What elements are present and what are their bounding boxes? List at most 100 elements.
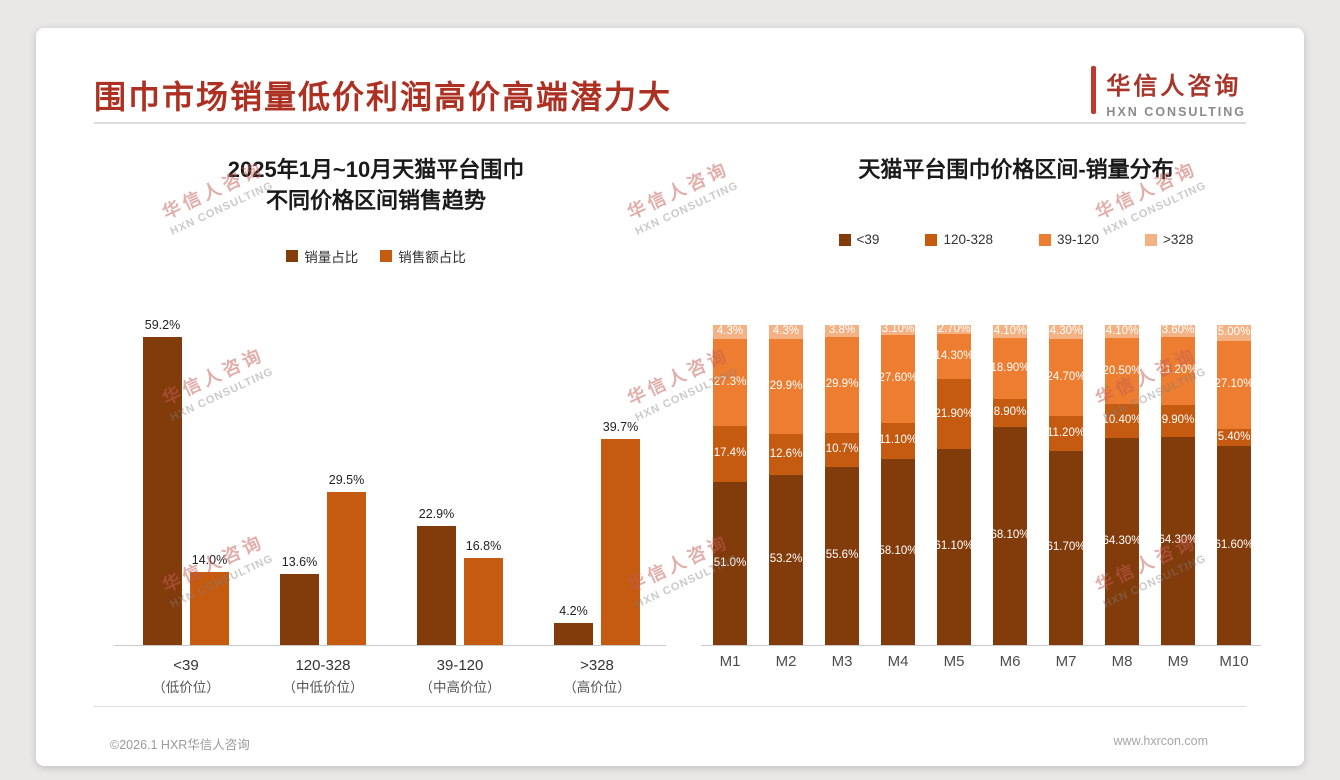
bar-value-label: 22.9% — [418, 507, 455, 521]
legend-swatch — [286, 250, 299, 262]
legend-item: >328 — [1145, 232, 1193, 247]
stacked-bar-M5: 61.10% 21.90% 14.30% 2.70% — [934, 323, 974, 645]
bar-销量占比-<39 — [143, 337, 182, 645]
category-label: >328 （高价位） — [517, 655, 677, 698]
page-title: 围巾市场销量低价利润高价高端潜力大 — [94, 79, 673, 115]
bar-segment-120-328: 21.90% — [934, 379, 974, 450]
segment-value-label: 51.0% — [713, 556, 747, 569]
segment-value-label: 4.30% — [1049, 325, 1083, 338]
legend-swatch — [838, 233, 851, 246]
logo-text-block: 华信人咨询 HXN CONSULTING — [1106, 66, 1246, 119]
legend-swatch — [380, 250, 393, 262]
bar-segment-39-120: 24.70% — [1046, 338, 1086, 417]
segment-value-label: 29.9% — [769, 379, 803, 392]
bar-segment-39-120: 27.60% — [878, 334, 918, 424]
segment-value-label: 21.90% — [934, 407, 974, 420]
bar-value-label: 16.8% — [465, 539, 502, 553]
category-label-tier: （中低价位） — [282, 679, 364, 695]
bar-segment-<39: 61.10% — [935, 449, 974, 645]
category-label-tier: （中高价位） — [419, 679, 501, 695]
bar-segment-39-120: 20.50% — [1102, 338, 1142, 405]
bar-segment-<39: 61.60% — [1215, 446, 1254, 645]
segment-value-label: 8.90% — [993, 406, 1027, 419]
bar-value-label: 14.0% — [191, 553, 228, 567]
x-axis-label-M9: M9 — [1167, 653, 1189, 670]
bar-segment-120-328: 12.6% — [769, 434, 803, 475]
bar-segment->328: 3.10% — [881, 323, 915, 336]
legend-swatch — [1038, 233, 1051, 246]
bar-segment-120-328: 11.20% — [1046, 416, 1086, 452]
bar-segment->328: 4.10% — [993, 324, 1027, 339]
segment-value-label: 20.50% — [1102, 364, 1142, 377]
bar-segment-<39: 53.2% — [769, 474, 803, 645]
legend-item: 销量占比 — [286, 246, 358, 266]
category-label: <39 （低价位） — [106, 655, 266, 698]
legend-item: 39-120 — [1038, 232, 1099, 247]
stacked-bar-M1: 51.0% 17.4% 27.3% 4.3% — [713, 325, 747, 645]
bar-segment-39-120: 18.90% — [991, 338, 1030, 399]
footer-divider — [94, 706, 1246, 707]
legend-item: <39 — [838, 232, 880, 247]
x-axis-label-M7: M7 — [1055, 653, 1077, 670]
legend-label: 销售额占比 — [398, 250, 466, 265]
logo-en-text: HXN CONSULTING — [1106, 105, 1246, 119]
bar-销售额占比->328 — [601, 439, 640, 645]
stacked-bar-M2: 53.2% 12.6% 29.9% 4.3% — [769, 325, 803, 645]
legend-label: >328 — [1163, 232, 1194, 247]
x-axis-label-M1: M1 — [719, 653, 741, 670]
bar-value-label: 4.2% — [559, 604, 588, 618]
category-label-range: <39 — [173, 657, 199, 674]
segment-value-label: 53.2% — [769, 553, 803, 566]
segment-value-label: 4.10% — [993, 324, 1027, 337]
segment-value-label: 11.20% — [1046, 426, 1086, 439]
bar-value-label: 13.6% — [281, 555, 318, 569]
segment-value-label: 9.90% — [1161, 414, 1195, 427]
segment-value-label: 12.6% — [769, 447, 803, 460]
bar-segment-120-328: 9.90% — [1161, 405, 1195, 438]
slide-card: 围巾市场销量低价利润高价高端潜力大 华信人咨询 HXN CONSULTING 2… — [36, 28, 1304, 766]
segment-value-label: 3.10% — [881, 323, 915, 336]
bar-segment-120-328: 17.4% — [713, 426, 747, 482]
right-chart-title: 天猫平台围巾价格区间-销量分布 — [858, 157, 1174, 182]
legend-swatch — [1145, 233, 1158, 246]
bar-value-label: 59.2% — [144, 318, 181, 332]
bar-销量占比-120-328 — [280, 574, 319, 645]
category-label-range: 39-120 — [436, 657, 484, 674]
bar-segment-39-120: 21.20% — [1159, 336, 1198, 406]
segment-value-label: 3.8% — [828, 324, 856, 337]
bar-segment->328: 4.30% — [1049, 325, 1083, 339]
bar-segment-<39: 51.0% — [713, 481, 747, 645]
bar-segment->328: 4.10% — [1105, 325, 1139, 339]
bar-segment->328: 5.00% — [1217, 325, 1251, 342]
segment-value-label: 4.3% — [772, 325, 800, 338]
bar-segment-<39: 64.30% — [1102, 437, 1142, 645]
segment-value-label: 27.60% — [878, 372, 918, 385]
left-chart-axis-line — [114, 645, 666, 646]
bar-销售额占比-<39 — [190, 572, 229, 645]
bar-segment-<39: 68.10% — [990, 427, 1030, 645]
left-chart-title-line1: 2025年1月~10月天猫平台围巾 — [227, 157, 525, 182]
left-chart-title: 2025年1月~10月天猫平台围巾 不同价格区间销售趋势 — [136, 154, 616, 216]
category-label: 39-120 （中高价位） — [380, 655, 540, 698]
stacked-bar-M8: 64.30% 10.40% 20.50% 4.10% — [1102, 325, 1142, 645]
bar-segment-<39: 61.70% — [1046, 451, 1086, 645]
bar-value-label: 29.5% — [328, 473, 365, 487]
segment-value-label: 24.70% — [1046, 370, 1086, 383]
segment-value-label: 55.6% — [825, 549, 859, 562]
segment-value-label: 27.3% — [713, 375, 747, 388]
left-chart-x-axis: <39 （低价位） 120-328 （中低价位） 39-120 （中高价位） >328 （高价… — [116, 655, 661, 709]
category-label-range: 120-328 — [295, 657, 351, 674]
x-axis-label-M5: M5 — [943, 653, 965, 670]
legend-swatch — [925, 233, 938, 246]
segment-value-label: 61.70% — [1046, 541, 1086, 554]
bar-销量占比-39-120 — [417, 526, 456, 645]
segment-value-label: 58.10% — [878, 545, 918, 558]
legend-label: <39 — [856, 232, 880, 247]
right-chart-axis-line — [701, 645, 1261, 646]
segment-value-label: 29.9% — [825, 378, 859, 391]
segment-value-label: 64.30% — [1102, 534, 1142, 547]
segment-value-label: 68.10% — [990, 529, 1030, 542]
stacked-bar-M6: 68.10% 8.90% 18.90% 4.10% — [990, 324, 1030, 645]
x-axis-label-M10: M10 — [1219, 653, 1249, 670]
right-chart-legend: <39 120-328 39-120 >328 — [736, 232, 1296, 247]
